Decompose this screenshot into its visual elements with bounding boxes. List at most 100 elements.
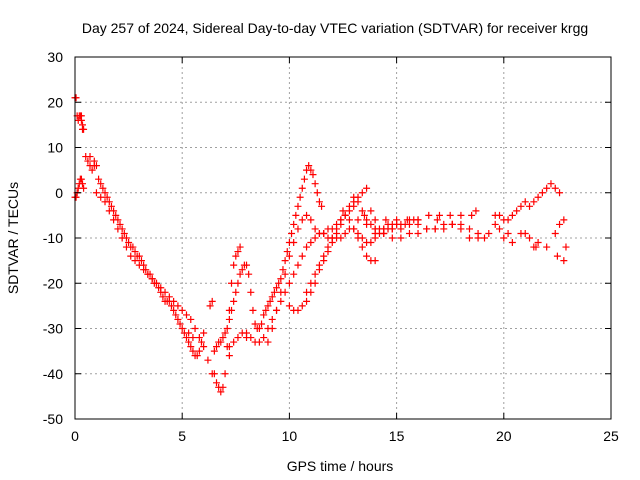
data-point (101, 189, 109, 197)
data-point (328, 234, 336, 242)
data-point (114, 225, 122, 233)
data-point (189, 334, 197, 342)
series-3 (210, 162, 326, 355)
data-point (303, 211, 311, 219)
grid-layer (75, 57, 611, 419)
data-point (127, 252, 135, 260)
x-tick-label: 10 (282, 428, 298, 444)
data-point (337, 234, 345, 242)
data-point (172, 311, 180, 319)
data-point (116, 220, 124, 228)
data-point (101, 198, 109, 206)
data-point (189, 347, 197, 355)
data-point (324, 243, 332, 251)
data-point (230, 261, 238, 269)
data-point (228, 306, 236, 314)
data-point (307, 279, 315, 287)
data-point (273, 306, 281, 314)
data-point (457, 225, 465, 233)
x-tick-label: 15 (389, 428, 405, 444)
data-point (97, 180, 105, 188)
data-point (500, 234, 508, 242)
data-point (298, 184, 306, 192)
data-point (307, 216, 315, 224)
data-point (268, 325, 276, 332)
data-point (200, 329, 208, 337)
data-point (556, 220, 564, 228)
data-point (380, 229, 388, 237)
data-point (249, 306, 257, 314)
data-point (217, 388, 225, 396)
data-point (219, 383, 227, 391)
data-point (414, 220, 422, 228)
data-point (266, 297, 274, 305)
data-point (350, 202, 358, 210)
data-point (197, 338, 205, 346)
data-point (125, 239, 133, 247)
data-point (95, 175, 103, 183)
data-point (521, 198, 529, 206)
data-point (318, 202, 326, 210)
data-point (496, 225, 504, 233)
data-point (423, 225, 431, 233)
series-4 (225, 184, 371, 351)
data-point (350, 193, 358, 201)
data-point (178, 325, 186, 332)
data-point (397, 225, 405, 233)
data-point (457, 211, 465, 219)
data-point (341, 211, 349, 219)
data-point (228, 279, 236, 287)
data-point (92, 162, 100, 170)
data-point (292, 211, 300, 219)
data-point (313, 189, 321, 197)
data-point (363, 252, 371, 260)
data-point (208, 297, 216, 305)
data-point (120, 229, 128, 237)
data-point (107, 202, 115, 210)
data-point (534, 193, 542, 201)
data-point (238, 266, 246, 274)
series-7 (303, 211, 379, 296)
data-point (131, 257, 139, 265)
data-point (315, 198, 323, 206)
data-point (255, 325, 263, 332)
data-point (92, 189, 100, 197)
data-point (543, 184, 551, 192)
data-point (195, 347, 203, 355)
data-point (118, 234, 126, 242)
data-point (311, 225, 319, 233)
data-point (388, 234, 396, 242)
data-point (225, 343, 233, 351)
data-point (481, 234, 489, 242)
data-point (526, 234, 534, 242)
data-point (337, 216, 345, 224)
data-point (526, 202, 534, 210)
y-tick-label: 0 (55, 185, 63, 201)
data-point (99, 184, 107, 192)
data-point (521, 229, 529, 237)
data-point (236, 270, 244, 278)
series-13 (77, 112, 570, 378)
data-point (193, 352, 201, 360)
data-point (206, 302, 214, 310)
data-point (538, 189, 546, 197)
data-point (79, 180, 87, 188)
data-point (273, 284, 281, 292)
data-point (371, 257, 379, 265)
data-point (268, 293, 276, 301)
data-point (333, 225, 341, 233)
data-point (167, 302, 175, 310)
y-axis-label: SDTVAR / TECUs (5, 182, 21, 294)
series-1 (71, 94, 208, 360)
data-point (283, 248, 291, 256)
data-point (72, 193, 80, 201)
y-tick-label: 10 (47, 140, 63, 156)
data-point (174, 302, 182, 310)
data-layer (71, 94, 570, 396)
data-point (298, 252, 306, 260)
y-tick-label: -50 (43, 411, 63, 427)
data-point (281, 257, 289, 265)
data-point (230, 338, 238, 346)
y-tick-label: -10 (43, 230, 63, 246)
data-point (296, 193, 304, 201)
